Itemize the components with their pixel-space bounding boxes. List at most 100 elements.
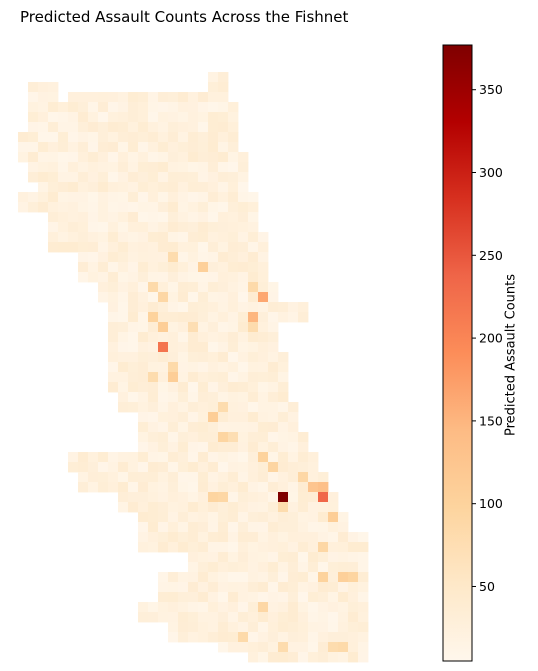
grid-cell (178, 302, 189, 313)
grid-cell (138, 122, 149, 133)
grid-cell (228, 562, 239, 573)
grid-cell (198, 462, 209, 473)
grid-cell (228, 312, 239, 323)
grid-cell (218, 242, 229, 253)
grid-cell (78, 122, 89, 133)
grid-cell (128, 132, 139, 143)
grid-cell (38, 162, 49, 173)
grid-cell (298, 312, 309, 323)
grid-cell (208, 162, 219, 173)
grid-cell (218, 572, 229, 583)
grid-cell (318, 532, 329, 543)
grid-cell (228, 282, 239, 293)
grid-cell (28, 142, 39, 153)
grid-cell (248, 472, 259, 483)
grid-cell (238, 282, 249, 293)
grid-cell (168, 262, 179, 273)
grid-cell (238, 522, 249, 533)
grid-cell (278, 422, 289, 433)
grid-cell (348, 582, 359, 593)
grid-cell (188, 122, 199, 133)
grid-cell (158, 582, 169, 593)
grid-cell (138, 532, 149, 543)
grid-cell (188, 442, 199, 453)
grid-cell (198, 632, 209, 643)
grid-cell (158, 192, 169, 203)
grid-cell (68, 132, 79, 143)
grid-cell (228, 262, 239, 273)
grid-cell (248, 602, 259, 613)
grid-cell (328, 492, 339, 503)
grid-cell (238, 422, 249, 433)
grid-cell (238, 152, 249, 163)
grid-cell (288, 652, 299, 663)
hotspot-cell (208, 412, 219, 423)
grid-cell (188, 412, 199, 423)
grid-cell (78, 472, 89, 483)
grid-cell (188, 302, 199, 313)
grid-cell (108, 92, 119, 103)
grid-cell (168, 602, 179, 613)
grid-cell (358, 562, 369, 573)
grid-cell (198, 612, 209, 623)
grid-cell (118, 482, 129, 493)
grid-cell (158, 222, 169, 233)
grid-cell (208, 342, 219, 353)
grid-cell (298, 492, 309, 503)
hotspot-cell (278, 642, 289, 653)
grid-cell (68, 112, 79, 123)
grid-cell (178, 292, 189, 303)
grid-cell (268, 292, 279, 303)
grid-cell (188, 402, 199, 413)
grid-cell (238, 302, 249, 313)
grid-cell (198, 292, 209, 303)
grid-cell (238, 472, 249, 483)
grid-cell (358, 602, 369, 613)
grid-cell (228, 272, 239, 283)
grid-cell (188, 312, 199, 323)
grid-cell (178, 432, 189, 443)
grid-cell (218, 342, 229, 353)
grid-cell (208, 72, 219, 83)
grid-cell (288, 442, 299, 453)
grid-cell (148, 362, 159, 373)
grid-cell (218, 522, 229, 533)
grid-cell (198, 192, 209, 203)
grid-cell (58, 212, 69, 223)
grid-cell (138, 382, 149, 393)
grid-cell (98, 122, 109, 133)
grid-cell (278, 472, 289, 483)
grid-cell (288, 472, 299, 483)
grid-cell (308, 462, 319, 473)
grid-cell (308, 582, 319, 593)
grid-cell (268, 432, 279, 443)
grid-cell (278, 312, 289, 323)
grid-cell (148, 102, 159, 113)
grid-cell (308, 632, 319, 643)
hotspot-cell (258, 452, 269, 463)
grid-cell (298, 452, 309, 463)
grid-cell (158, 602, 169, 613)
grid-cell (28, 132, 39, 143)
grid-cell (238, 542, 249, 553)
grid-cell (348, 622, 359, 633)
grid-cell (288, 312, 299, 323)
grid-cell (128, 502, 139, 513)
hotspot-cell (158, 322, 169, 333)
hotspot-cell (258, 602, 269, 613)
grid-cell (238, 432, 249, 443)
grid-cell (128, 92, 139, 103)
grid-cell (148, 202, 159, 213)
grid-cell (228, 352, 239, 363)
hotspot-cell (148, 312, 159, 323)
grid-cell (358, 652, 369, 663)
grid-cell (78, 242, 89, 253)
grid-cell (188, 522, 199, 533)
grid-cell (148, 392, 159, 403)
grid-cell (228, 472, 239, 483)
grid-cell (58, 112, 69, 123)
grid-cell (228, 412, 239, 423)
grid-cell (108, 142, 119, 153)
grid-cell (208, 382, 219, 393)
grid-cell (38, 142, 49, 153)
